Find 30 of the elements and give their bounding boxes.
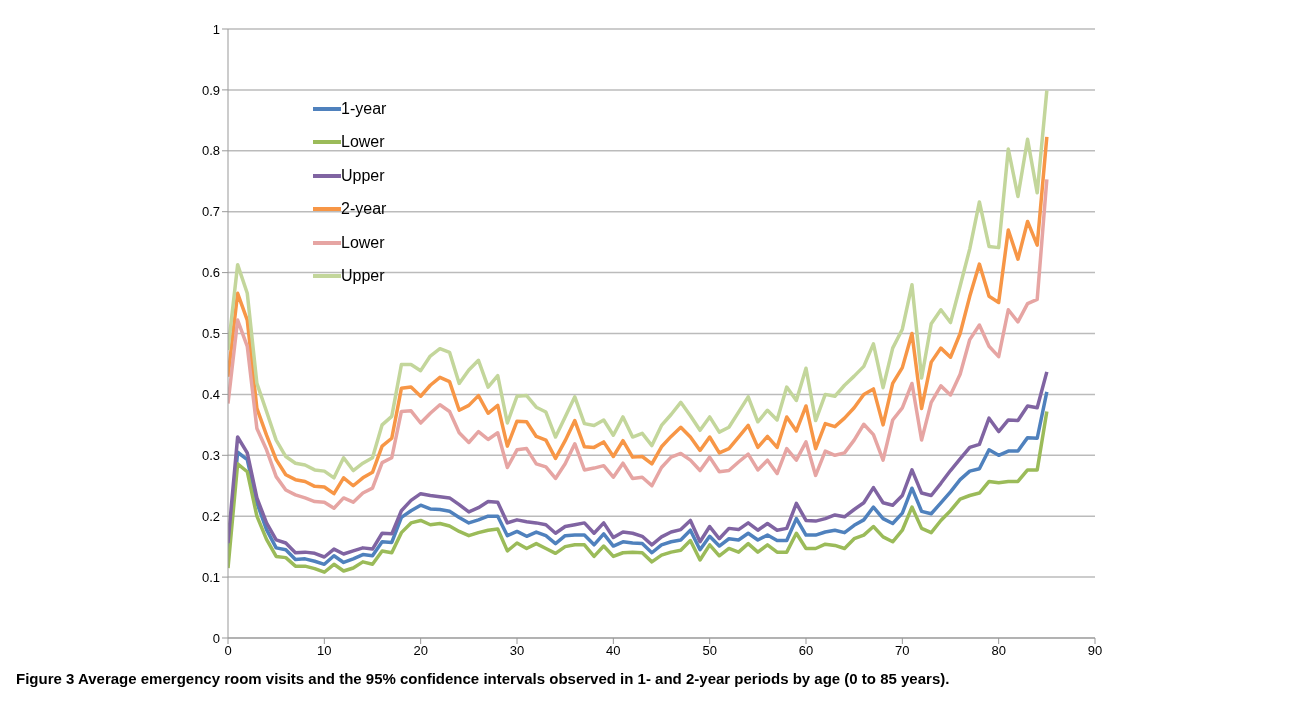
- legend-label: Upper: [341, 267, 385, 286]
- x-tick-label: 90: [1087, 643, 1103, 659]
- y-tick-label: 0.8: [201, 143, 220, 159]
- y-tick-label: 0.7: [201, 204, 220, 220]
- x-tick-label: 80: [991, 643, 1006, 659]
- x-tick-label: 60: [798, 643, 814, 659]
- legend-label: 1-year: [341, 99, 387, 118]
- x-tick-label: 30: [509, 643, 525, 659]
- x-tick-label: 40: [606, 643, 621, 659]
- x-tick-label: 10: [317, 643, 332, 659]
- y-tick-label: 0.5: [201, 326, 220, 342]
- y-tick-label: 0.6: [201, 265, 220, 281]
- y-tick-label: 0: [212, 630, 220, 646]
- legend-label: 2-year: [341, 200, 387, 219]
- y-tick-label: 0.3: [201, 447, 220, 463]
- x-tick-label: 0: [224, 643, 232, 659]
- line-series: [228, 88, 1049, 480]
- text: Figure 3 Average emergency room visits and the 95% confidence intervals observed in 1- and 2-year periods by age (0 to 85 years).: [15, 670, 951, 687]
- legend-label: Lower: [341, 133, 385, 152]
- y-tick-label: 0.4: [201, 387, 220, 403]
- y-tick-label: 0.1: [201, 569, 220, 585]
- legend-label: Upper: [341, 166, 385, 185]
- x-tick-label: 20: [413, 643, 428, 659]
- x-tick-label: 70: [895, 643, 910, 659]
- legend-label: Lower: [341, 233, 385, 252]
- x-tick-label: 50: [702, 643, 717, 659]
- y-tick-label: 0.2: [201, 508, 220, 524]
- y-tick-label: 1: [212, 21, 220, 37]
- line-series: [228, 135, 1049, 496]
- y-tick-label: 0.9: [201, 82, 220, 98]
